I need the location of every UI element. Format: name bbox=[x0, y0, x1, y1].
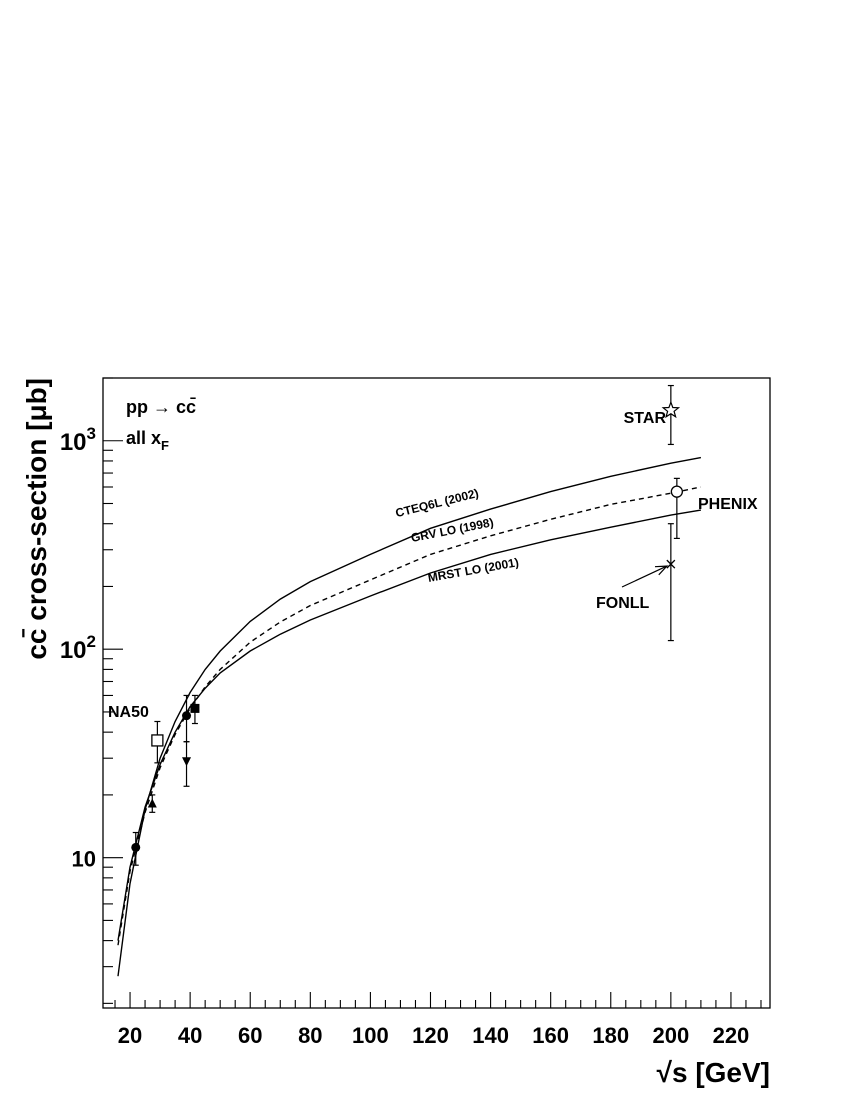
curve-cteq6l bbox=[117, 456, 702, 977]
x-tick-label: 40 bbox=[178, 1023, 202, 1048]
x-axis-title: √s [GeV] bbox=[657, 1057, 770, 1088]
points-layer bbox=[131, 384, 684, 866]
point-label-star: STAR bbox=[624, 410, 667, 427]
legend-line-xf: all xF bbox=[126, 428, 169, 453]
data-point-x bbox=[666, 523, 676, 642]
x-tick-label: 20 bbox=[118, 1023, 142, 1048]
x-tick-label: 200 bbox=[652, 1023, 689, 1048]
point-label-phenix: PHENIX bbox=[698, 496, 758, 513]
data-point-star-open bbox=[661, 384, 681, 446]
x-tick-label: 220 bbox=[713, 1023, 750, 1048]
x-tick-label: 120 bbox=[412, 1023, 449, 1048]
data-point-square-filled bbox=[190, 694, 200, 725]
data-point-square-open bbox=[151, 720, 164, 764]
point-label-fonll: FONLL bbox=[596, 595, 650, 612]
curve-label: GRV LO (1998) bbox=[410, 515, 495, 545]
fonll-arrow-head bbox=[654, 565, 669, 576]
plot-frame-layer bbox=[102, 377, 771, 1009]
x-tick-label: 160 bbox=[532, 1023, 569, 1048]
curve-mrst bbox=[117, 509, 702, 941]
fonll-arrow-shaft bbox=[621, 565, 668, 588]
curves-layer bbox=[117, 456, 702, 977]
data-point-triangle-down-filled bbox=[182, 741, 192, 787]
data-point-circle-filled bbox=[131, 831, 141, 866]
y-axis-title: cc̄ cross-section [μb] bbox=[21, 378, 52, 660]
data-point-triangle-up-filled bbox=[147, 794, 157, 813]
y-tick-label: 10 bbox=[72, 847, 96, 872]
data-point-circle-filled bbox=[182, 694, 192, 743]
point-label-na50: NA50 bbox=[108, 704, 149, 721]
labels-layer: √s [GeV] cc̄ cross-section [μb] CTEQ6L (20… bbox=[21, 378, 770, 1088]
curve-label: CTEQ6L (2002) bbox=[394, 486, 480, 520]
plot-frame bbox=[102, 377, 771, 1009]
x-tick-label: 60 bbox=[238, 1023, 262, 1048]
y-tick-label: 103 bbox=[60, 424, 96, 456]
x-tick-label: 140 bbox=[472, 1023, 509, 1048]
axis-ticks-layer: 20 40 60 80 100 120 140 160 180 200 220 10 102 103 bbox=[60, 377, 762, 1048]
curve-grv bbox=[117, 486, 702, 946]
data-point-circle-open bbox=[670, 477, 684, 540]
legend-line-process: pp → cc̄ bbox=[126, 397, 196, 417]
y-tick-label: 102 bbox=[60, 632, 96, 664]
x-tick-label: 180 bbox=[592, 1023, 629, 1048]
x-tick-label: 80 bbox=[298, 1023, 322, 1048]
x-tick-label: 100 bbox=[352, 1023, 389, 1048]
